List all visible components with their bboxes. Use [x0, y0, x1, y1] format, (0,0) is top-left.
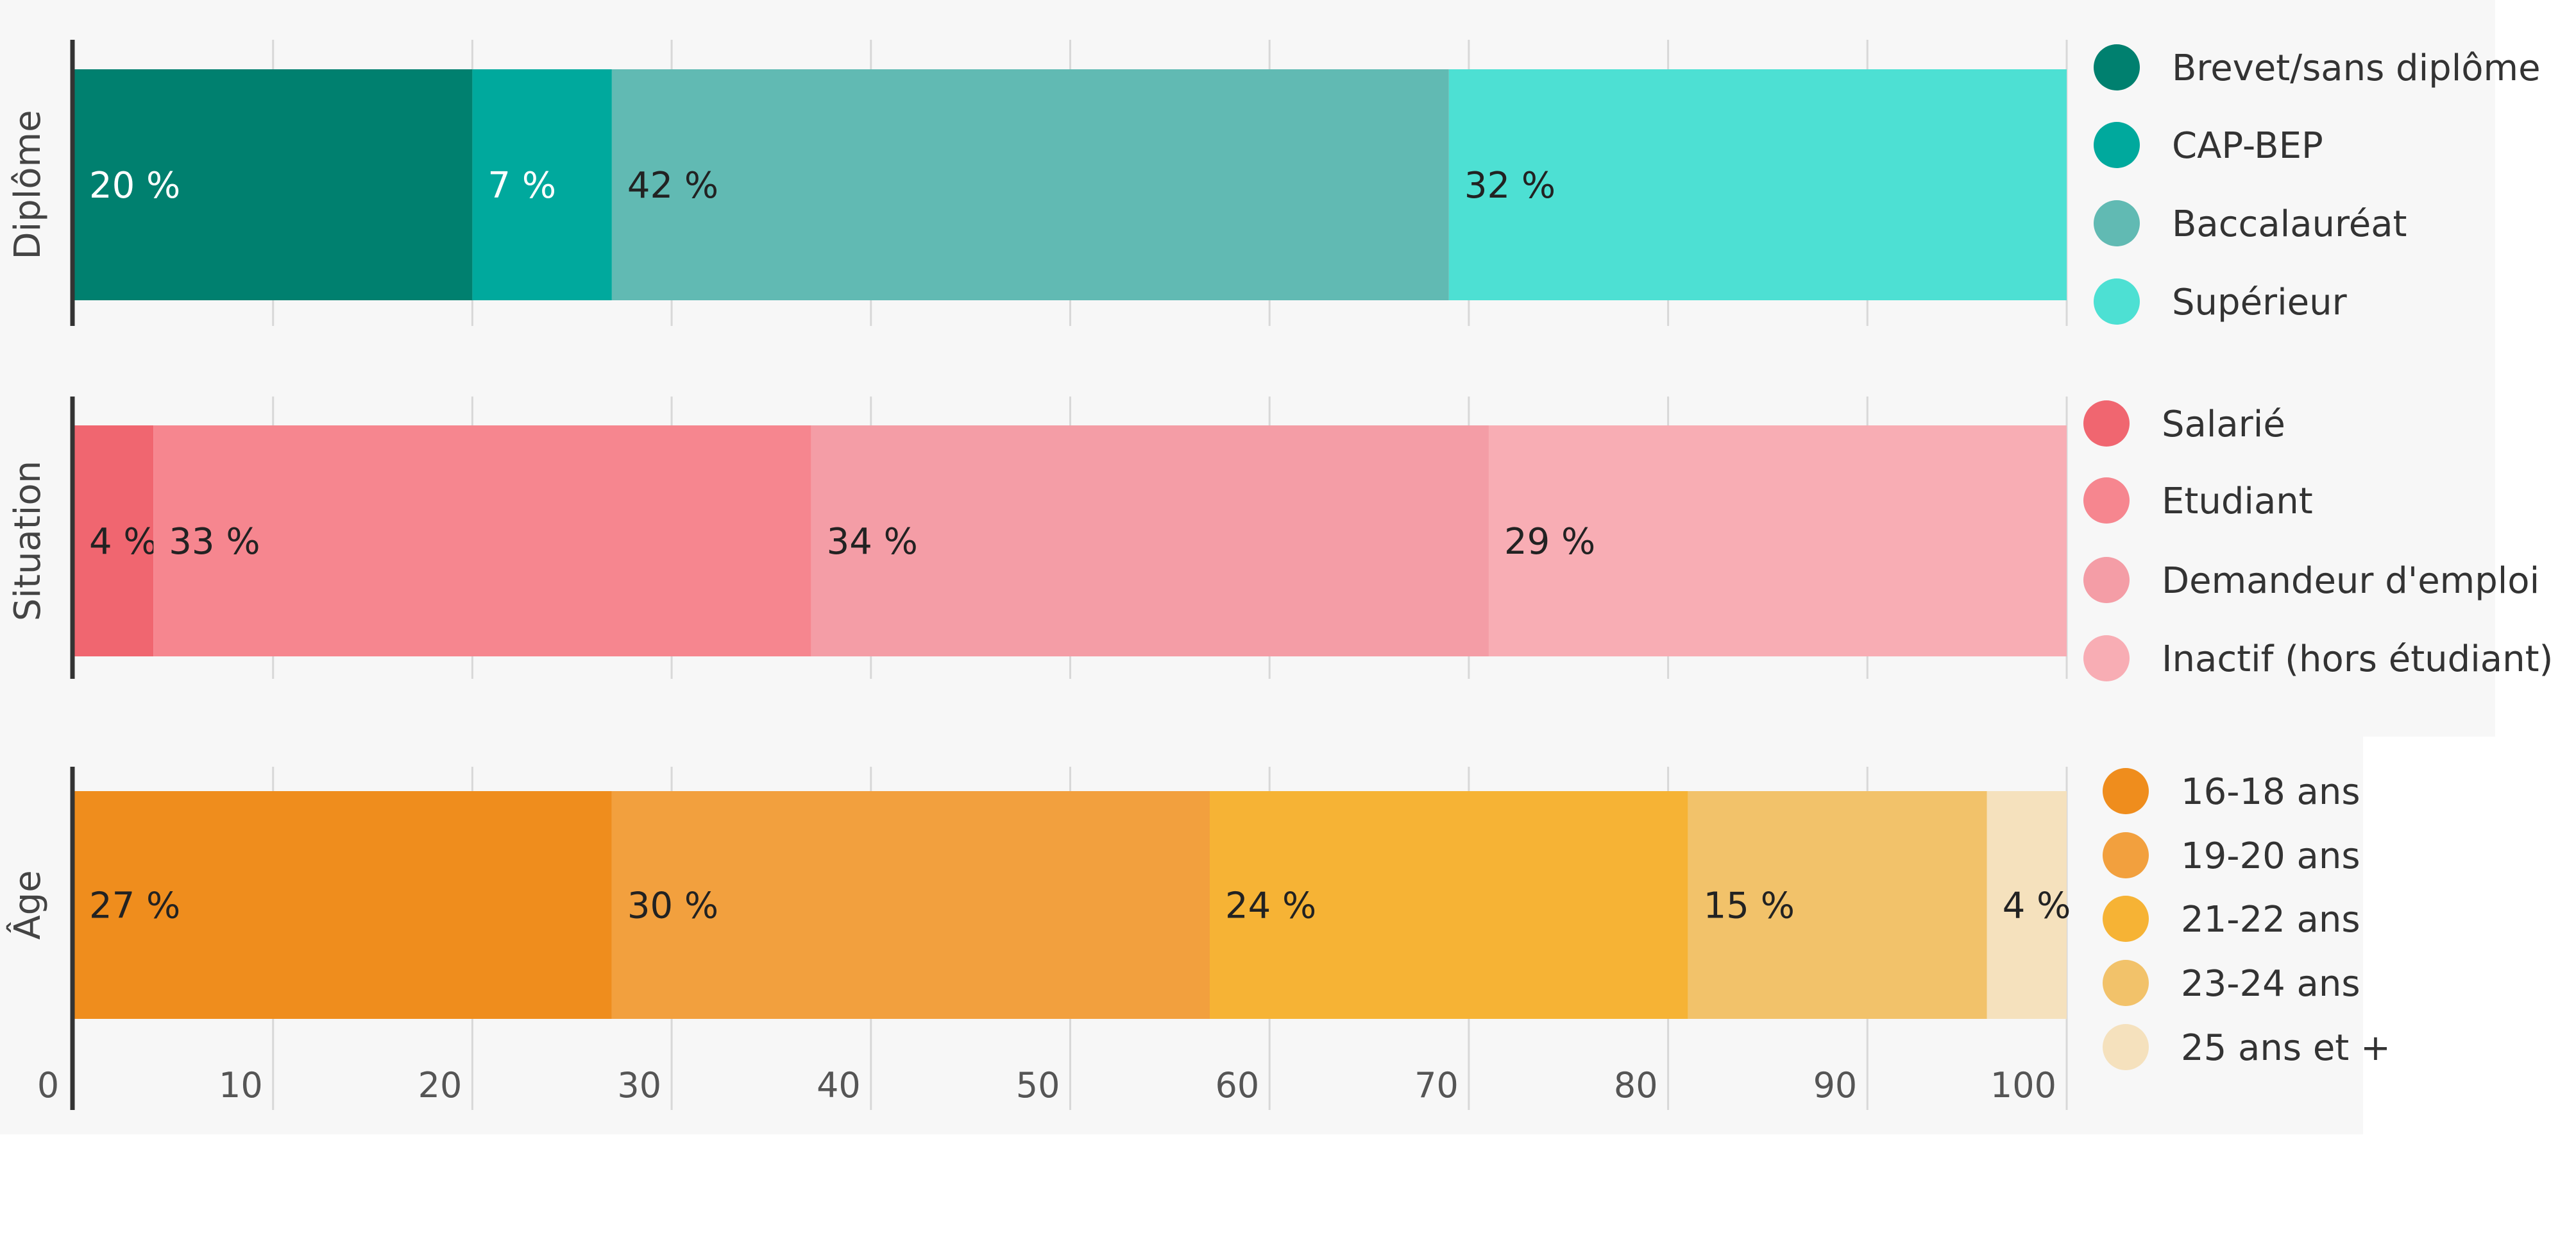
legend-label-25-ans-et: 25 ans et +	[2181, 1027, 2391, 1069]
legend-label-etudiant: Etudiant	[2162, 481, 2313, 522]
data-label-situation-demandeur-d-emploi: 34 %	[827, 521, 918, 563]
tick-label-70: 70	[1414, 1065, 1459, 1106]
data-label-situation-salarie: 4 %	[89, 521, 158, 563]
category-label-age: Âge	[7, 870, 49, 939]
bar-age-25-ans-et	[1987, 791, 2067, 1019]
legend-swatch-19-20-ans	[2103, 832, 2149, 878]
tick-label-90: 90	[1813, 1065, 1858, 1106]
bar-situation-salarie	[74, 425, 154, 656]
data-label-situation-inactif-hors-etudiant: 29 %	[1504, 521, 1595, 563]
legend-label-16-18-ans: 16-18 ans	[2181, 771, 2360, 813]
tick-label-50: 50	[1016, 1065, 1060, 1106]
legend-swatch-inactif-hors-etudiant	[2083, 635, 2130, 681]
tick-label-10: 10	[219, 1065, 263, 1106]
tick-label-40: 40	[817, 1065, 861, 1106]
legend-label-demandeur-d-emploi: Demandeur d'emploi	[2162, 560, 2539, 602]
bar-diplome-superieur	[1448, 69, 2067, 300]
tick-label-0: 0	[37, 1065, 59, 1106]
legend-swatch-superieur	[2094, 278, 2140, 325]
bar-diplome-cap-bep	[472, 69, 612, 300]
legend-label-19-20-ans: 19-20 ans	[2181, 835, 2360, 877]
legend-label-inactif-hors-etudiant: Inactif (hors étudiant)	[2162, 638, 2553, 680]
data-label-age-21-22-ans: 24 %	[1225, 885, 1316, 927]
legend-label-superieur: Supérieur	[2172, 282, 2348, 323]
data-label-diplome-cap-bep: 7 %	[487, 165, 556, 207]
bar-diplome-brevet-sans-diplome	[74, 69, 473, 300]
legend-swatch-demandeur-d-emploi	[2083, 557, 2130, 603]
legend-swatch-23-24-ans	[2103, 960, 2149, 1006]
legend-label-baccalaureat: Baccalauréat	[2172, 203, 2407, 245]
legend-label-23-24-ans: 23-24 ans	[2181, 963, 2360, 1005]
legend-label-salarie: Salarié	[2162, 404, 2285, 445]
legend-swatch-salarie	[2083, 400, 2130, 447]
legend-label-cap-bep: CAP-BEP	[2172, 125, 2323, 167]
data-label-diplome-baccalaureat: 42 %	[627, 165, 718, 207]
tick-label-20: 20	[418, 1065, 462, 1106]
legend-swatch-16-18-ans	[2103, 768, 2149, 814]
data-label-age-23-24-ans: 15 %	[1704, 885, 1795, 927]
data-label-age-25-ans-et: 4 %	[2003, 885, 2071, 927]
legend-swatch-21-22-ans	[2103, 896, 2149, 942]
bar-situation-etudiant	[153, 425, 811, 656]
category-label-diplome: Diplôme	[7, 110, 49, 259]
bar-situation-demandeur-d-emploi	[811, 425, 1489, 656]
legend-label-21-22-ans: 21-22 ans	[2181, 899, 2360, 941]
legend-swatch-brevet-sans-diplome	[2094, 44, 2140, 90]
data-label-situation-etudiant: 33 %	[169, 521, 260, 563]
legend-swatch-25-ans-et	[2103, 1024, 2149, 1070]
data-label-age-19-20-ans: 30 %	[627, 885, 718, 927]
bar-age-21-22-ans	[1209, 791, 1688, 1019]
legend-swatch-etudiant	[2083, 477, 2130, 524]
tick-label-80: 80	[1614, 1065, 1658, 1106]
tick-label-30: 30	[617, 1065, 661, 1106]
bar-situation-inactif-hors-etudiant	[1488, 425, 2067, 656]
category-label-situation: Situation	[7, 461, 49, 621]
legend-label-brevet-sans-diplome: Brevet/sans diplôme	[2172, 47, 2541, 89]
legend-swatch-baccalaureat	[2094, 200, 2140, 246]
tick-label-60: 60	[1215, 1065, 1259, 1106]
bar-age-19-20-ans	[611, 791, 1210, 1019]
data-label-diplome-superieur: 32 %	[1464, 165, 1555, 207]
bar-age-23-24-ans	[1688, 791, 1987, 1019]
data-label-diplome-brevet-sans-diplome: 20 %	[89, 165, 180, 207]
bar-diplome-baccalaureat	[611, 69, 1449, 300]
bar-age-16-18-ans	[74, 791, 612, 1019]
data-label-age-16-18-ans: 27 %	[89, 885, 180, 927]
legend-swatch-cap-bep	[2094, 122, 2140, 168]
tick-label-100: 100	[1990, 1065, 2056, 1106]
